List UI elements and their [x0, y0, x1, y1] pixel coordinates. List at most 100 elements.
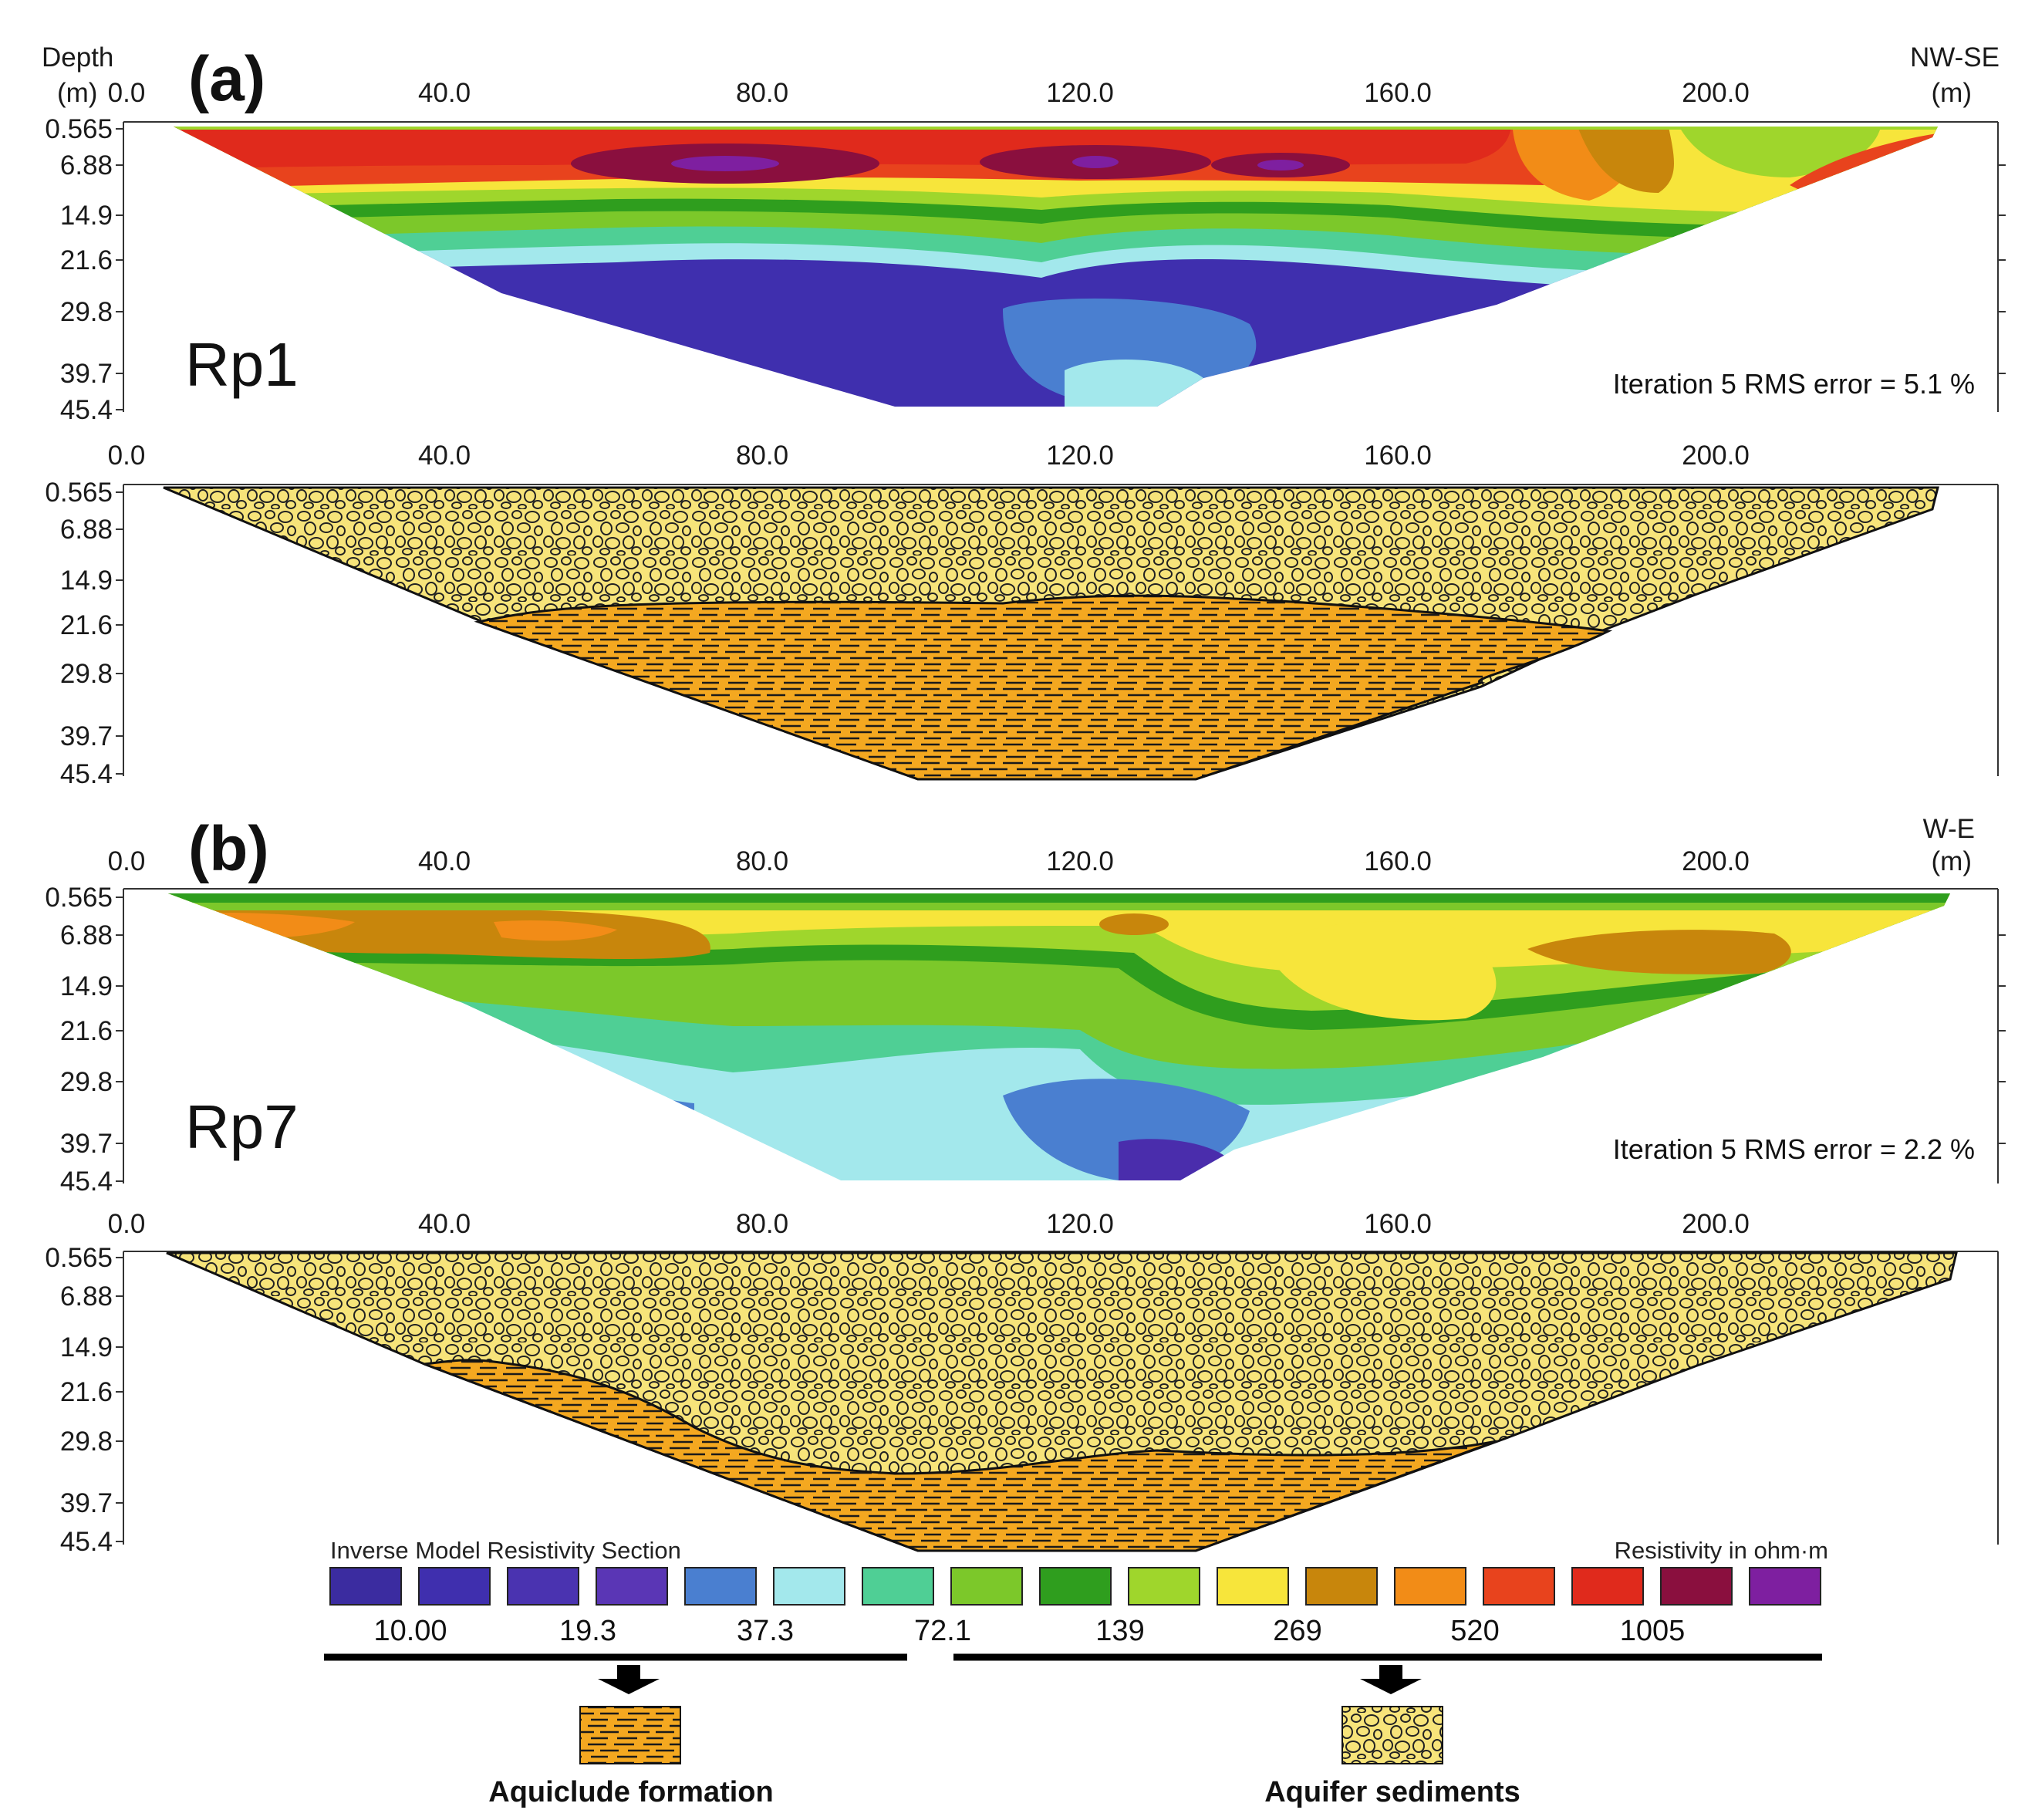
panel-a-depth-ticks: 0.565 6.88 14.9 21.6 29.8 39.7 45.4	[45, 114, 113, 425]
panel-a-x-ticks-2: 0.0 40.0 80.0 120.0 160.0 200.0	[108, 441, 1750, 471]
legend-swatch	[1571, 1567, 1644, 1606]
x-tick: 120.0	[1046, 1209, 1114, 1239]
arrow-down-icon	[1360, 1665, 1422, 1694]
legend-swatch	[507, 1567, 579, 1606]
aquiclude-swatch	[579, 1706, 681, 1764]
depth-tick: 6.88	[60, 515, 113, 545]
depth-tick: 21.6	[60, 245, 113, 275]
x-tick: 40.0	[418, 78, 471, 108]
depth-tick: 0.565	[45, 883, 113, 913]
depth-tick: 14.9	[60, 201, 113, 231]
panel-a-section-axes	[116, 121, 2006, 412]
depth-tick: 45.4	[60, 395, 113, 425]
x-tick: 40.0	[418, 846, 471, 876]
depth-tick: 21.6	[60, 1377, 113, 1407]
depth-tick: 21.6	[60, 1016, 113, 1046]
x-tick: 80.0	[736, 441, 788, 471]
legend-swatch	[1394, 1567, 1466, 1606]
x-tick: 200.0	[1682, 1209, 1750, 1239]
depth-tick: 21.6	[60, 610, 113, 640]
depth-tick: 6.88	[60, 1281, 113, 1312]
x-tick: 160.0	[1364, 441, 1432, 471]
panel-b-x-ticks-2: 0.0 40.0 80.0 120.0 160.0 200.0	[108, 1209, 1750, 1239]
depth-tick: 0.565	[45, 1243, 113, 1273]
panel-b-profile-label: Rp7	[185, 1092, 299, 1161]
x-tick: 80.0	[736, 1209, 788, 1239]
legend-swatch	[862, 1567, 934, 1606]
legend-value: 10.00	[373, 1615, 447, 1647]
aquiclude-formation-a	[474, 594, 1613, 781]
arrow-down-icon	[598, 1665, 660, 1694]
panel-a-profile-label: Rp1	[185, 330, 299, 399]
legend-swatch	[1039, 1567, 1112, 1606]
legend-swatch	[329, 1567, 402, 1606]
legend-swatch	[1749, 1567, 1821, 1606]
legend-title-right: Resistivity in ohm·m	[1615, 1537, 1828, 1564]
x-tick: 160.0	[1364, 1209, 1432, 1239]
aquiclude-label: Aquiclude formation	[488, 1776, 773, 1808]
legend-swatch	[773, 1567, 845, 1606]
legend-values: 10.00 19.3 37.3 72.1 139 269 520 1005	[373, 1615, 1685, 1647]
x-tick: 40.0	[418, 1209, 471, 1239]
panel-b-depth-ticks: 0.565 6.88 14.9 21.6 29.8 39.7 45.4	[45, 883, 113, 1197]
x-tick: 120.0	[1046, 78, 1114, 108]
panel-a-letter: (a)	[188, 44, 265, 114]
x-tick: 0.0	[108, 846, 146, 876]
aquiclude-formation-b	[424, 1359, 1497, 1552]
x-tick: 120.0	[1046, 441, 1114, 471]
panel-a: Depth (m) (a) NW-SE (m) 0.0 40.0 80.0 12…	[42, 42, 2006, 789]
depth-tick: 39.7	[60, 1129, 113, 1159]
depth-tick: 45.4	[60, 1167, 113, 1197]
panel-b-distance-unit: (m)	[1932, 846, 1972, 876]
x-tick: 160.0	[1364, 846, 1432, 876]
x-tick: 200.0	[1682, 846, 1750, 876]
panel-b-section-axes	[116, 888, 2006, 1184]
panel-b: (b) W-E (m) 0.0 40.0 80.0 120.0 160.0 20…	[45, 814, 2006, 1557]
legend-swatch	[596, 1567, 668, 1606]
legend-value: 37.3	[737, 1615, 794, 1647]
x-tick: 0.0	[108, 1209, 146, 1239]
legend-value: 72.1	[914, 1615, 971, 1647]
panel-a-x-ticks: 0.0 40.0 80.0 120.0 160.0 200.0	[108, 78, 1750, 108]
legend-swatch	[1217, 1567, 1289, 1606]
panel-a-interp-depth-ticks: 0.565 6.88 14.9 21.6 29.8 39.7 45.4	[45, 478, 113, 789]
legend-value: 19.3	[559, 1615, 616, 1647]
x-tick: 80.0	[736, 78, 788, 108]
depth-axis-title: Depth	[42, 42, 113, 73]
legend-swatch	[1128, 1567, 1200, 1606]
depth-tick: 6.88	[60, 920, 113, 951]
x-tick: 200.0	[1682, 441, 1750, 471]
legend-value: 1005	[1620, 1615, 1686, 1647]
panel-a-direction: NW-SE	[1910, 42, 2000, 73]
depth-tick: 45.4	[60, 759, 113, 789]
legend-value: 139	[1095, 1615, 1144, 1647]
depth-tick: 29.8	[60, 659, 113, 689]
legend-swatch	[418, 1567, 491, 1606]
legend-value: 520	[1450, 1615, 1499, 1647]
depth-tick: 0.565	[45, 114, 113, 144]
panel-b-interp-axes	[116, 1251, 1999, 1545]
legend-swatch	[1305, 1567, 1378, 1606]
depth-tick: 14.9	[60, 1332, 113, 1362]
x-tick: 0.0	[108, 78, 146, 108]
depth-tick: 45.4	[60, 1527, 113, 1557]
x-tick: 200.0	[1682, 78, 1750, 108]
depth-tick: 39.7	[60, 1488, 113, 1518]
panel-b-interp-depth-ticks: 0.565 6.88 14.9 21.6 29.8 39.7 45.4	[45, 1243, 113, 1557]
depth-tick: 39.7	[60, 359, 113, 389]
legend-value: 269	[1273, 1615, 1321, 1647]
depth-tick: 14.9	[60, 971, 113, 1001]
panel-a-distance-unit: (m)	[1932, 78, 1972, 108]
x-tick: 80.0	[736, 846, 788, 876]
depth-tick: 14.9	[60, 566, 113, 596]
x-tick: 120.0	[1046, 846, 1114, 876]
legend-swatch	[950, 1567, 1023, 1606]
legend-swatch	[684, 1567, 757, 1606]
aquifer-swatch	[1341, 1706, 1443, 1764]
depth-tick: 39.7	[60, 721, 113, 751]
x-tick: 0.0	[108, 441, 146, 471]
depth-tick: 29.8	[60, 1427, 113, 1457]
panel-b-x-ticks: 0.0 40.0 80.0 120.0 160.0 200.0	[108, 846, 1750, 876]
aquifer-label: Aquifer sediments	[1264, 1776, 1520, 1808]
